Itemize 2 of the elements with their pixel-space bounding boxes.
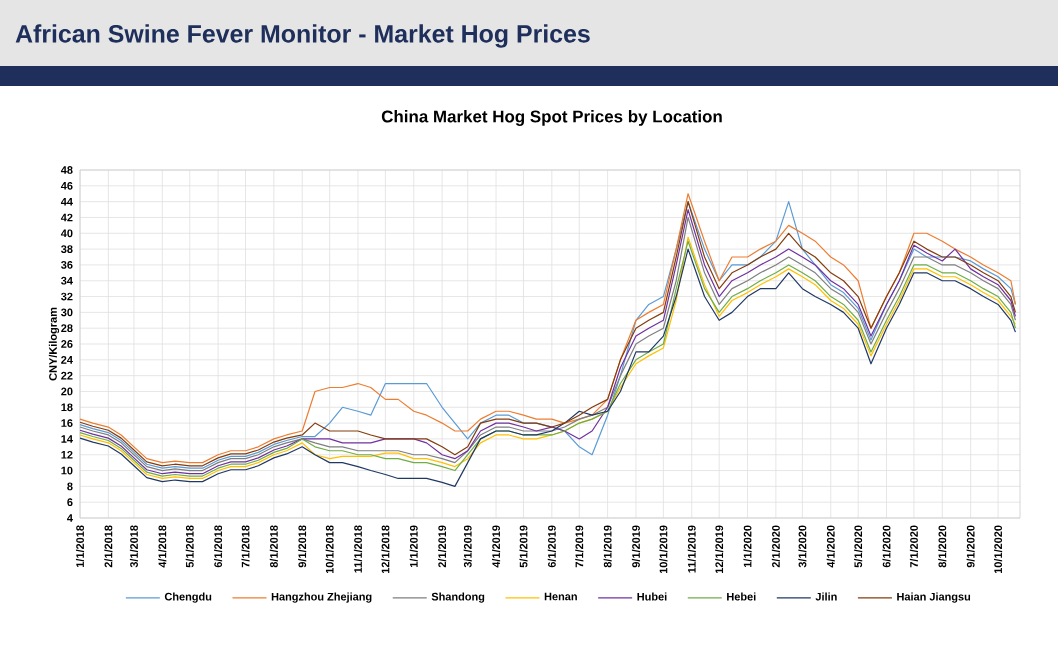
chart-subtitle: China Market Hog Spot Prices by Location (381, 110, 722, 126)
chart-title: African Swine Fever Monitor - Market Hog Prices (15, 24, 590, 48)
